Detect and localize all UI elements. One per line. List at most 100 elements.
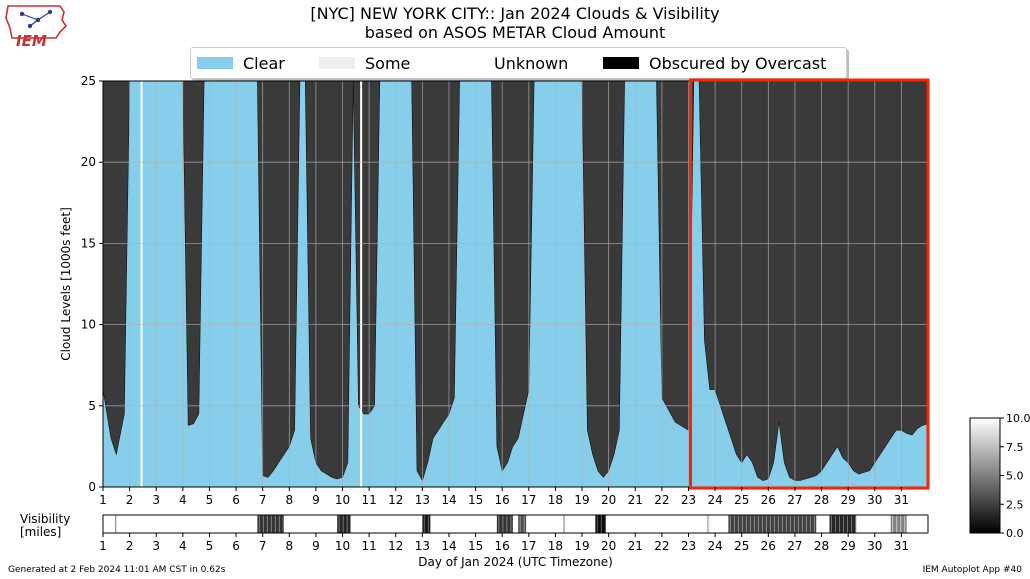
visibility-colorbar: 0.0 2.5 5.0 7.5 10.0 [969,412,1030,540]
legend-item-some: Some [319,53,410,73]
cloud-levels-plot [102,78,930,490]
visibility-band-8 [707,515,710,533]
xtick-label-20: 20 [601,493,616,507]
vis-xtick-label-15: 15 [468,539,483,553]
chart-subtitle: based on ASOS METAR Cloud Amount [364,23,666,42]
xtick-label-14: 14 [441,493,456,507]
visibility-band-0 [114,515,117,533]
vis-xtick-label-26: 26 [761,539,776,553]
visibility-band-7 [595,515,606,533]
x-axis-label: Day of Jan 2024 (UTC Timezone) [418,555,613,569]
vis-xtick-label-12: 12 [388,539,403,553]
xtick-label-18: 18 [548,493,563,507]
xtick-label-27: 27 [787,493,802,507]
vis-xtick-label-4: 4 [179,539,187,553]
xtick-label-5: 5 [206,493,214,507]
legend-label-some: Some [365,53,411,73]
xtick-label-26: 26 [761,493,776,507]
plot-frame [102,80,929,488]
vis-xtick-label-28: 28 [814,539,829,553]
vis-xtick-label-27: 27 [787,539,802,553]
vis-xtick-label-23: 23 [681,539,696,553]
highlight-box [688,78,930,490]
xtick-label-13: 13 [415,493,430,507]
xtick-label-8: 8 [285,493,293,507]
footer-generated: Generated at 2 Feb 2024 11:01 AM CST in … [8,565,226,575]
visibility-band-1 [257,515,284,533]
vis-xtick-label-7: 7 [259,539,267,553]
visibility-band-9 [728,515,817,533]
xtick-label-17: 17 [521,493,536,507]
xtick-label-1: 1 [99,493,107,507]
xtick-label-3: 3 [152,493,160,507]
xtick-label-11: 11 [361,493,376,507]
colorbar-label-2.5: 2.5 [1006,498,1024,511]
visibility-band-10 [829,515,857,533]
xtick-label-9: 9 [312,493,320,507]
vis-xtick-label-11: 11 [361,539,376,553]
logo-text: IEM [16,32,47,50]
xtick-label-2: 2 [126,493,134,507]
colorbar-label-0.0: 0.0 [1006,527,1024,540]
vis-xtick-label-19: 19 [574,539,589,553]
visibility-background [103,515,928,533]
xtick-label-4: 4 [179,493,187,507]
vis-xtick-label-22: 22 [654,539,669,553]
vis-xtick-label-21: 21 [628,539,643,553]
xtick-label-24: 24 [707,493,722,507]
vis-xtick-label-25: 25 [734,539,749,553]
legend-item-overcast: Obscured by Overcast [603,53,826,73]
legend-label-overcast: Obscured by Overcast [649,53,827,73]
xtick-label-6: 6 [232,493,240,507]
visibility-band-11 [890,515,907,533]
vis-xtick-label-8: 8 [285,539,293,553]
iem-logo[interactable]: IEM [4,2,70,50]
ytick-label-5: 5 [88,399,96,413]
vis-xtick-label-2: 2 [126,539,134,553]
visibility-band-4 [496,515,513,533]
visibility-band-6 [563,515,565,533]
vis-xtick-label-13: 13 [415,539,430,553]
vis-xtick-label-10: 10 [335,539,350,553]
xtick-label-15: 15 [468,493,483,507]
vis-xtick-label-5: 5 [206,539,214,553]
visibility-label-line-1: [miles] [20,525,61,539]
visibility-band-3 [422,515,431,533]
visibility-band-5 [518,515,527,533]
legend-label-unknown: Unknown [494,53,569,73]
legend-swatch-clear [197,57,233,69]
ytick-label-25: 25 [81,74,96,88]
colorbar-label-10.0: 10.0 [1006,412,1030,425]
vis-xtick-label-18: 18 [548,539,563,553]
xtick-label-10: 10 [335,493,350,507]
vis-xtick-label-3: 3 [152,539,160,553]
legend-swatch-some [319,57,355,69]
xtick-label-12: 12 [388,493,403,507]
colorbar-label-7.5: 7.5 [1006,441,1024,454]
vis-xtick-label-30: 30 [867,539,882,553]
vis-xtick-label-31: 31 [894,539,909,553]
vis-xtick-label-9: 9 [312,539,320,553]
xtick-label-31: 31 [894,493,909,507]
chart-title: [NYC] NEW YORK CITY:: Jan 2024 Clouds & … [310,4,720,23]
vis-xtick-label-16: 16 [495,539,510,553]
xtick-label-25: 25 [734,493,749,507]
xtick-label-30: 30 [867,493,882,507]
xtick-label-23: 23 [681,493,696,507]
ytick-label-15: 15 [81,236,96,250]
xtick-label-7: 7 [259,493,267,507]
legend-swatch-overcast [603,57,639,69]
vis-xtick-label-20: 20 [601,539,616,553]
ytick-label-0: 0 [88,480,96,494]
xtick-label-19: 19 [574,493,589,507]
xtick-label-28: 28 [814,493,829,507]
vis-xtick-label-29: 29 [841,539,856,553]
xtick-label-21: 21 [628,493,643,507]
vis-xtick-label-1: 1 [99,539,107,553]
legend: Clear Some Unknown Obscured by Overcast [190,47,847,79]
vis-xtick-label-6: 6 [232,539,240,553]
visibility-frame [102,514,929,534]
xtick-label-22: 22 [654,493,669,507]
